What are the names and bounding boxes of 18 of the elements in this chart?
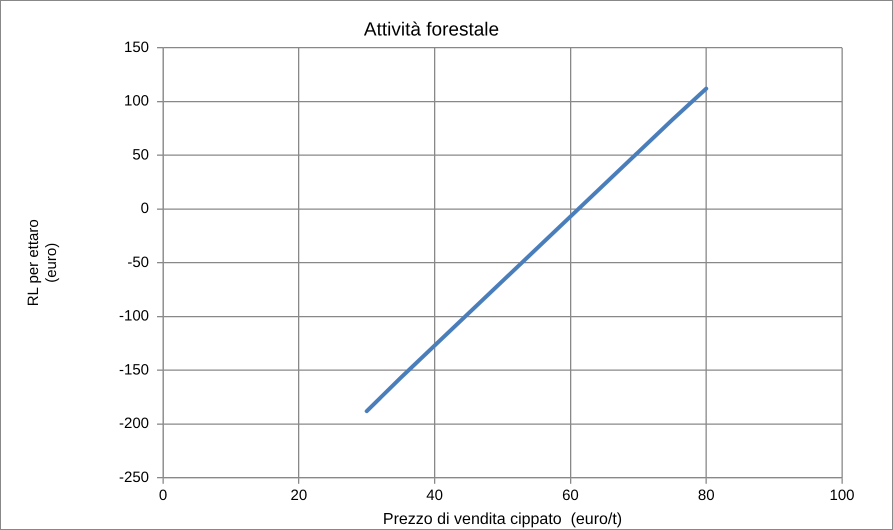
x-tick-label: 60 — [562, 486, 579, 504]
y-tick-label: 50 — [132, 146, 150, 164]
y-tick-label: -50 — [127, 254, 150, 271]
y-tick-label: 150 — [124, 38, 150, 56]
y-tick-label: -150 — [118, 361, 150, 378]
chart-title: Attività forestale — [364, 20, 500, 41]
x-tick-label: 0 — [158, 486, 168, 504]
y-tick-label: 100 — [124, 92, 150, 110]
x-tick-label: 20 — [290, 486, 308, 504]
x-tick-label: 80 — [698, 486, 715, 504]
x-tick-label: 40 — [426, 486, 443, 504]
y-tick-label: -250 — [118, 468, 150, 486]
y-tick-label: 0 — [140, 200, 150, 218]
y-tick-label: -200 — [118, 415, 150, 432]
y-axis-title: RL per ettaro (euro) — [25, 219, 60, 306]
y-tick-label: -100 — [118, 308, 150, 325]
x-tick-label: 100 — [829, 486, 855, 504]
x-axis-title: Prezzo di vendita cippato (euro/t) — [382, 510, 622, 528]
